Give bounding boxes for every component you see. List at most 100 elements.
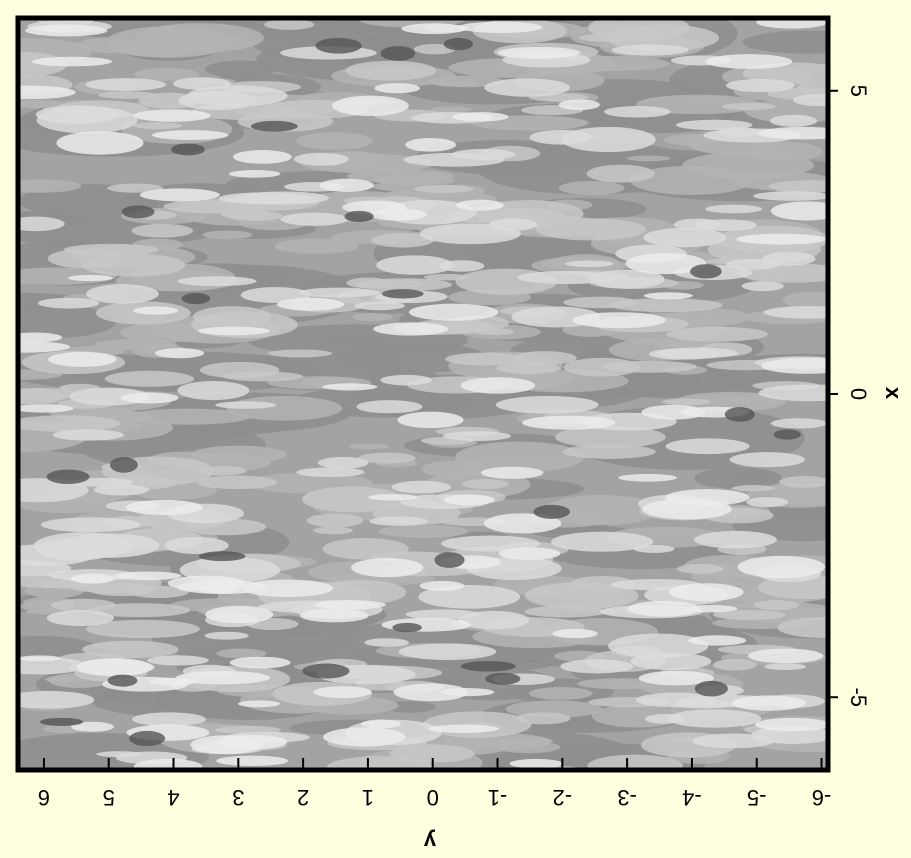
contour-blob [216,648,267,659]
contour-blob [564,260,614,268]
contour-blob [313,686,372,699]
contour-blob [509,758,563,769]
contour-blob [18,657,87,675]
contour-blob [782,291,828,310]
contour-blob [413,184,474,193]
contour-blob [524,582,639,610]
contour-blob [666,308,752,326]
contour-blob [756,18,828,29]
contour-blob [296,467,365,477]
contour-blob [517,270,617,284]
contour-blob [202,230,253,240]
contour-blob [724,407,755,422]
contour-blob [132,712,207,727]
contour-blob [198,583,241,594]
contour-blob [276,297,345,311]
contour-blob [315,37,362,54]
contour-blob [563,296,639,309]
contour-blob [241,579,333,598]
contour-field [18,18,828,770]
contour-blob [354,301,405,311]
contour-blob [429,724,499,734]
contour-blob [125,499,203,516]
contour-blob [424,273,470,281]
contour-blob [364,638,410,647]
contour-blob [587,754,683,770]
contour-blob [692,733,775,749]
contour-blob [668,583,744,602]
contour-blob [484,78,570,97]
contour-blob [86,284,159,304]
contour-blob [380,46,416,61]
contour-blob [497,46,581,59]
contour-blob [666,326,768,342]
contour-blob [164,536,229,554]
contour-blob [323,727,406,747]
contour-blob [48,351,117,367]
contour-blob [197,475,278,490]
contour-blob [430,106,472,113]
contour-blob [31,56,112,67]
contour-blob [18,341,71,353]
contour-blob [319,178,374,192]
contour-blob [777,617,828,638]
contour-blob [37,297,100,309]
contour-blob [197,326,270,336]
contour-blob [18,332,63,343]
contour-blob [393,683,469,702]
contour-blob [480,466,544,479]
contour-blob [198,551,246,562]
contour-blob [107,674,138,687]
contour-blob [529,686,593,700]
contour-blob [457,21,543,33]
contour-blob [753,600,799,611]
contour-blob [314,600,386,610]
contour-blob [56,131,144,155]
contour-blob [511,351,577,365]
contour-blob [452,112,509,122]
contour-blob [779,476,828,488]
contour-blob [47,248,122,269]
contour-blob [129,730,166,747]
contour-blob [630,652,712,671]
contour-blob [521,415,616,430]
contour-blob [667,709,762,728]
contour-blob [317,456,369,469]
contour-blob [533,504,570,519]
contour-blob [133,758,203,770]
contour-blob [551,531,654,552]
y-tick-label: 5 [103,785,115,810]
contour-blob [397,411,464,429]
contour-blob [322,383,378,391]
contour-blob [445,352,525,366]
contour-blob [665,438,750,455]
y-tick-label: -6 [812,785,832,810]
contour-blob [694,530,777,549]
contour-blob [693,467,783,489]
contour-blob [113,571,182,581]
contour-blob [348,443,390,450]
contour-blob [105,26,233,58]
contour-blob [675,119,753,131]
contour-blob [218,192,314,205]
contour-blob [378,524,469,538]
contour-blob [381,289,424,299]
contour-blob [228,170,281,178]
contour-blob [721,102,776,111]
contour-blob [712,658,757,671]
contour-blob [558,99,600,111]
contour-blob [754,717,828,732]
contour-blob [76,658,153,677]
contour-blob [737,555,826,579]
contour-blob [177,380,250,401]
contour-blob [488,218,538,231]
contour-blob [495,395,599,414]
contour-blob [770,418,827,429]
contour-blob [369,208,427,221]
contour-blob [147,655,209,666]
contour-blob [181,293,211,305]
contour-blob [133,306,179,315]
contour-blob [132,122,183,130]
contour-blob [88,582,154,597]
contour-blob [46,469,90,484]
